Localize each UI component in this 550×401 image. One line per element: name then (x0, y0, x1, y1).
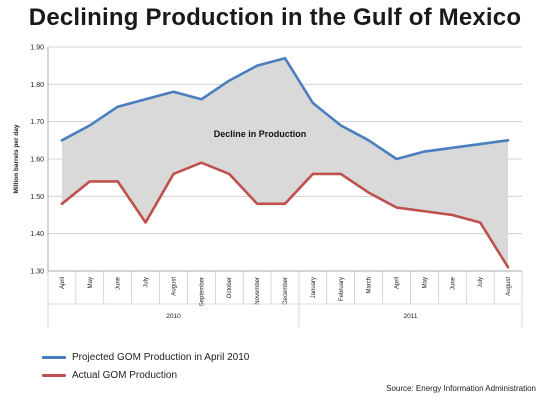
legend-item-actual: Actual GOM Production (42, 370, 177, 381)
chart-title: Declining Production in the Gulf of Mexi… (28, 4, 522, 31)
x-tick-label: December (283, 277, 289, 305)
x-tick-label: February (339, 277, 345, 301)
legend-swatch-actual (42, 374, 66, 377)
y-tick-label: 1.30 (30, 269, 44, 276)
y-tick-label: 1.80 (30, 82, 44, 89)
x-tick-label: July (478, 277, 484, 288)
x-tick-label: April (60, 277, 66, 289)
y-tick-label: 1.60 (30, 157, 44, 164)
x-tick-label: October (227, 277, 233, 298)
x-tick-label: July (144, 277, 150, 288)
y-tick-label: 1.90 (30, 45, 44, 52)
y-tick-label: 1.40 (30, 231, 44, 238)
decline-area (61, 58, 509, 268)
legend-label-projected: Projected GOM Production in April 2010 (72, 352, 250, 363)
x-tick-label: June (450, 276, 456, 290)
x-tick-label: March (367, 277, 373, 294)
x-group-label: 2011 (403, 313, 417, 320)
x-tick-label: August (171, 277, 177, 296)
x-tick-label: June (116, 276, 122, 290)
x-tick-label: January (311, 277, 317, 298)
x-tick-label: September (199, 277, 205, 306)
legend-item-projected: Projected GOM Production in April 2010 (42, 352, 249, 363)
y-tick-label: 1.70 (30, 119, 44, 126)
x-tick-label: April (395, 277, 401, 289)
x-tick-label: May (422, 277, 428, 288)
legend-label-actual: Actual GOM Production (72, 370, 178, 381)
legend-swatch-projected (42, 356, 66, 359)
annotation-decline: Decline in Production (214, 129, 307, 139)
x-tick-label: November (255, 277, 261, 305)
source-note: Source: Energy Information Administratio… (386, 384, 536, 393)
x-tick-label: May (88, 277, 94, 288)
series-line-actual (60, 161, 510, 269)
x-group-label: 2010 (166, 313, 181, 320)
x-tick-label: August (506, 277, 512, 296)
series-line-projected (60, 56, 510, 161)
y-tick-label: 1.50 (30, 194, 44, 201)
y-axis-label: Million barrels per day (13, 124, 20, 193)
